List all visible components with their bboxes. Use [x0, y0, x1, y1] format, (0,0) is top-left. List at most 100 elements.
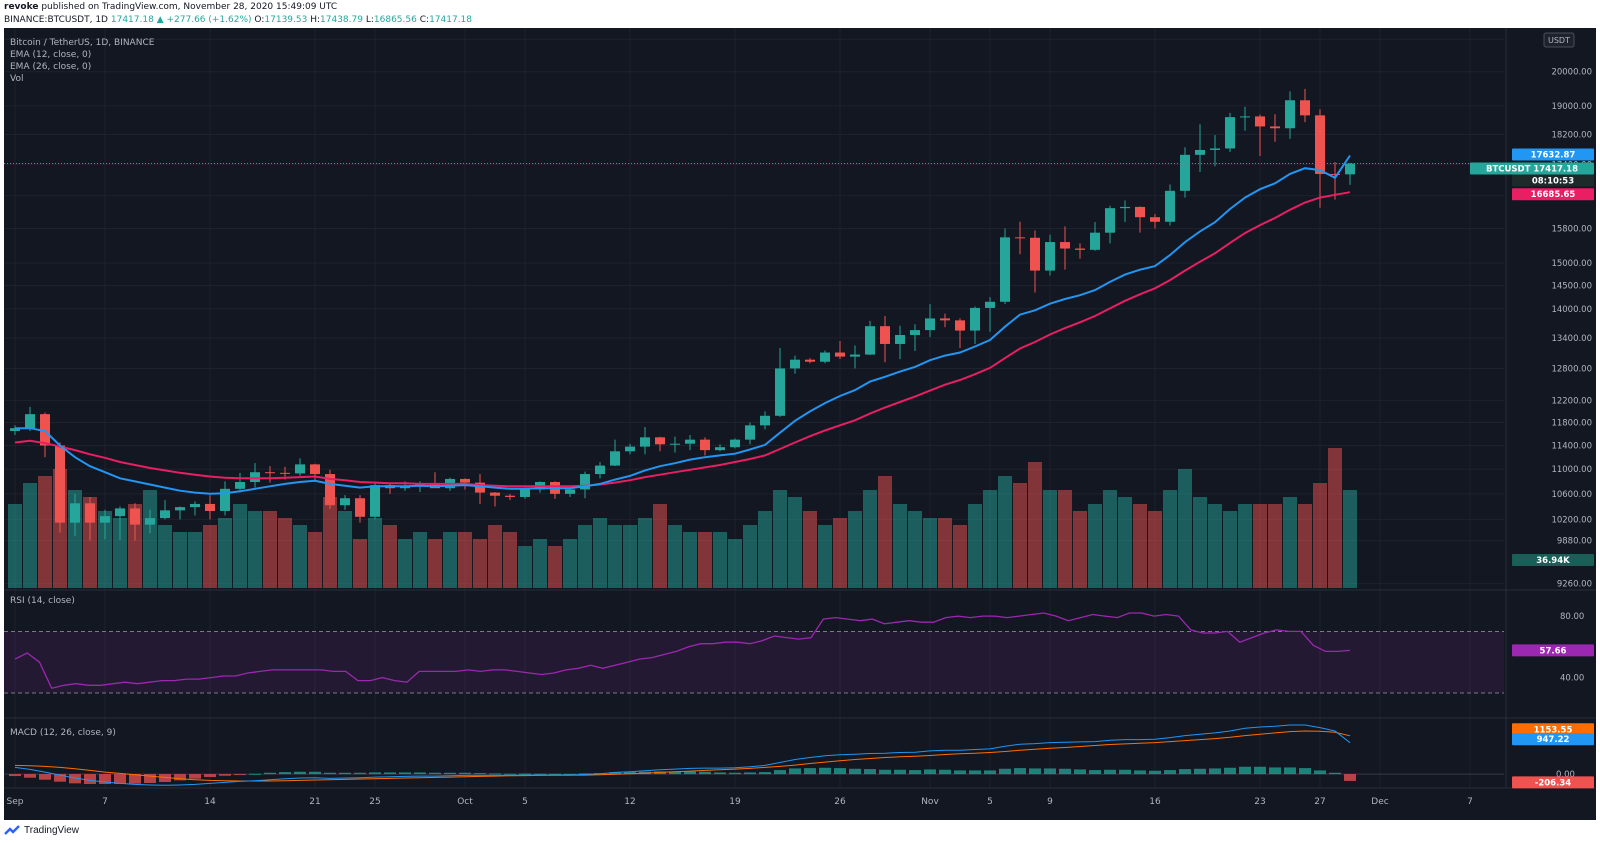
candle-body: [1165, 190, 1175, 222]
currency-badge[interactable]: USDT: [1543, 32, 1575, 48]
volume-bar: [98, 511, 112, 588]
price-tick-label: 20000.00: [1551, 68, 1592, 78]
candle-body: [1240, 116, 1250, 118]
volume-bar: [743, 525, 757, 588]
symbol-price-tag: BTCUSDT 17417.18: [1486, 165, 1578, 175]
macd-hist-bar: [1074, 769, 1086, 775]
macd-hist-bar: [699, 771, 711, 775]
macd-hist-bar: [114, 774, 126, 785]
high-value: 17438.79: [320, 15, 363, 25]
volume-bar: [698, 532, 712, 588]
countdown-tag: 08:10:53: [1532, 177, 1574, 187]
open-value: 17139.53: [264, 15, 308, 25]
legend-macd[interactable]: MACD (12, 26, close, 9): [10, 728, 116, 738]
candle-body: [985, 301, 995, 308]
candle-body: [595, 465, 605, 475]
candle-body: [835, 352, 845, 357]
time-tick-label: 27: [1314, 797, 1325, 807]
rsi-line: [14, 612, 1351, 690]
candle-body: [1000, 237, 1010, 302]
rsi-tag-bg: [1512, 644, 1594, 657]
macd-hist-bar: [159, 774, 171, 783]
candles[interactable]: [10, 88, 1355, 541]
macd-hist-bar: [69, 774, 81, 784]
candle-body: [1105, 208, 1115, 233]
footer-brand[interactable]: TradingView: [24, 825, 80, 836]
volume-bar: [1343, 490, 1357, 588]
candle-body: [925, 318, 935, 331]
candle-body: [250, 472, 260, 483]
volume-bar: [413, 532, 427, 588]
volume-bar: [833, 518, 847, 588]
macd-hist-bar: [234, 774, 246, 776]
macd-hist-bar: [534, 773, 546, 775]
macd-pane: [4, 724, 1504, 786]
legend-ema26[interactable]: EMA (26, close, 0): [10, 62, 91, 72]
volume-bar: [1133, 504, 1147, 588]
volume-bar: [983, 490, 997, 588]
time-axis[interactable]: Sep 7 14 21 25 Oct 5 12 19 26 Nov 5 9 16 23 27 Dec 7: [7, 797, 1473, 807]
price-tick-label: 12800.00: [1551, 364, 1592, 374]
candle-body: [130, 508, 140, 525]
candle-body: [1120, 206, 1130, 209]
volume-bars: [8, 448, 1357, 588]
legend-vol[interactable]: Vol: [10, 74, 23, 84]
time-tick-label: Nov: [921, 797, 939, 807]
candle-body: [775, 368, 785, 416]
candle-body: [280, 472, 290, 474]
volume-bar: [233, 504, 247, 588]
macd-hist-bar: [864, 769, 876, 775]
volume-bar: [818, 525, 832, 588]
volume-bar: [503, 532, 517, 588]
candle-body: [640, 437, 650, 447]
candle-body: [355, 498, 365, 517]
macd-hist-bar: [684, 771, 696, 775]
candle-body: [1045, 242, 1055, 271]
macd-hist-bar: [399, 772, 411, 775]
candle-body: [955, 320, 965, 331]
macd-hist-bar: [294, 771, 306, 775]
legend-ema12[interactable]: EMA (12, close, 0): [10, 50, 91, 60]
candle-body: [1300, 100, 1310, 116]
volume-bar: [563, 539, 577, 588]
volume-bar: [713, 532, 727, 588]
price-tick-label: 14500.00: [1551, 282, 1592, 292]
legend-rsi[interactable]: RSI (14, close): [10, 596, 75, 606]
macd-hist-bar: [24, 774, 36, 778]
macd-hist-bar: [804, 768, 816, 775]
macd-hist-bar: [669, 771, 681, 775]
macd-hist-bar: [189, 774, 201, 779]
macd-hist-bar: [969, 770, 981, 775]
macd-hist-bar: [519, 773, 531, 775]
candle-body: [1345, 163, 1355, 175]
macd-hist-bar: [219, 774, 231, 776]
volume-bar: [278, 518, 292, 588]
macd-hist-bar: [1344, 774, 1356, 781]
macd-hist-bar: [549, 773, 561, 775]
candle-body: [235, 482, 245, 489]
macd-hist-bar: [9, 774, 21, 777]
macd-hist-bar: [1149, 770, 1161, 775]
publisher-user[interactable]: revoke: [4, 2, 39, 12]
macd-hist-bar: [354, 772, 366, 775]
candle-body: [520, 489, 530, 497]
volume-bar: [1103, 490, 1117, 588]
candle-body: [760, 415, 770, 426]
chart-area[interactable]: 9260.00 9880.00 10200.00 10600.00 11000.00 11…: [4, 28, 1596, 820]
candle-body: [850, 354, 860, 357]
volume-bar: [1058, 490, 1072, 588]
tradingview-logo-icon[interactable]: [4, 823, 20, 839]
macd-hist-bar: [609, 772, 621, 775]
macd-hist-bar: [984, 770, 996, 775]
candle-body: [40, 414, 50, 446]
volume-bar: [218, 518, 232, 588]
macd-hist-bar: [714, 772, 726, 775]
macd-hist-bar: [174, 774, 186, 781]
volume-bar: [398, 539, 412, 588]
candle-body: [115, 508, 125, 517]
volume-bar: [323, 497, 337, 588]
legend-title[interactable]: Bitcoin / TetherUS, 1D, BINANCE: [10, 38, 155, 48]
last-price: 17417.18: [110, 15, 154, 25]
macd-hist-bar: [1134, 770, 1146, 775]
chart-svg[interactable]: 9260.009880.0010200.0010600.0011000.0011…: [4, 28, 1596, 820]
